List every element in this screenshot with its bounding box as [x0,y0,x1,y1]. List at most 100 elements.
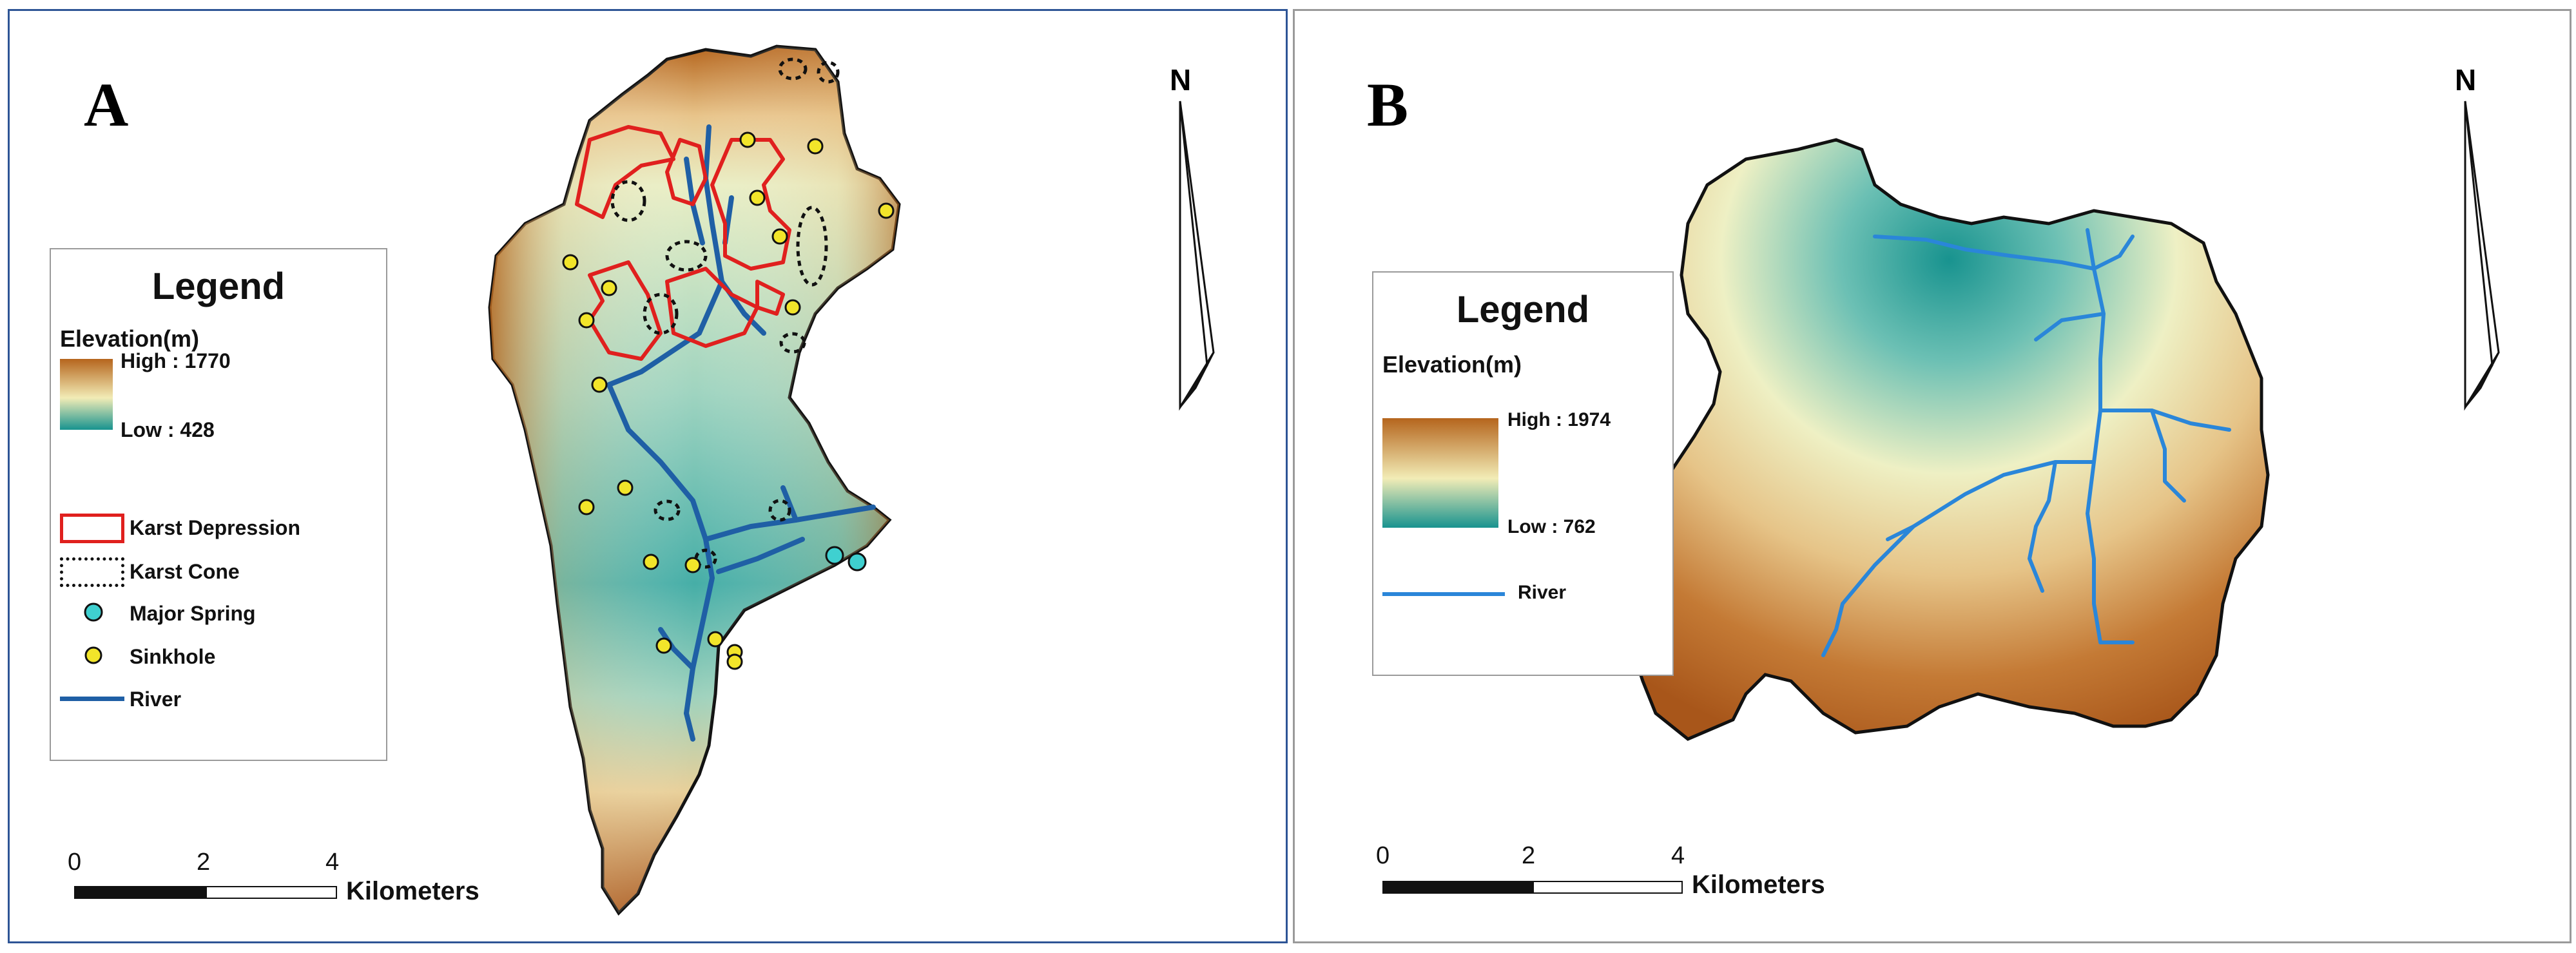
elevation-color-ramp [1382,418,1498,528]
scale-tick-4: 4 [1671,842,1685,869]
sinkhole-point [655,637,672,654]
sinkhole-point [739,131,756,148]
scale-bar-b: 0 2 4 Kilometers [1376,842,1866,919]
river-s-a [684,711,695,742]
river-ne-b [2034,312,2106,342]
scale-unit-label: Kilometers [1692,871,1825,899]
river-swatch [60,697,124,701]
sinkhole-point [749,189,766,206]
sinkhole-point [807,138,824,155]
scale-tick-0: 0 [68,849,82,876]
river-east-a [780,485,799,523]
elevation-high-label: High : 1974 [1507,409,1611,430]
sinkhole-point [707,631,724,648]
karst-cone [610,180,646,222]
legend-item-karst-depression: Karst Depression [130,516,300,539]
legend-title: Legend [1456,289,1590,331]
scale-bar-track [1382,881,1683,894]
elevation-title: Elevation(m) [60,325,200,352]
karst-depressions [575,125,791,361]
major-springs [825,546,867,572]
sinkhole-point [562,254,579,271]
panel-label-b: B [1367,70,1409,139]
karst-depression-polygon [575,125,675,219]
karst-cone [768,499,791,522]
river-east-b [2098,409,2231,432]
sinkhole-point [591,376,608,393]
river-main-b [2086,228,2106,644]
scale-bar-fill [75,887,207,898]
sinkholes [562,131,895,670]
legend-b: Legend Elevation(m) High : 1974 Low : 76… [1372,271,1674,676]
scale-unit-label: Kilometers [346,877,479,905]
river-east-b [2150,409,2186,503]
map-panel-b: B [1293,9,2571,943]
watershed-a [488,44,901,916]
north-arrow-icon [1179,101,1215,411]
north-arrow-icon [2464,101,2500,411]
legend-title: Legend [151,265,286,307]
elevation-title: Elevation(m) [1382,351,1522,378]
elevation-color-ramp [60,359,113,430]
river-north-b [2092,235,2135,271]
elevation-low-label: Low : 762 [1507,516,1596,537]
karst-depression-polygon [755,280,785,316]
sinkhole-point [578,312,595,329]
sinkhole-point [878,202,895,219]
elevation-high-label: High : 1770 [121,349,231,372]
karst-cone [778,57,808,81]
river-sw-a [658,627,695,671]
river-far-w-b [1821,602,1845,657]
legend-item-sinkhole: Sinkhole [130,645,216,668]
sinkhole-point [771,228,788,245]
legend-item-river: River [130,688,182,711]
sinkhole-point [784,299,801,316]
sinkhole-point [578,499,595,515]
karst-cone [779,332,806,354]
river-east2-a [716,537,805,574]
sinkhole-point [643,554,659,570]
legend-a: Legend Elevation(m) High : 1770 Low : 42… [50,248,387,761]
rivers-b [1821,228,2231,657]
river-west-b [1886,525,1915,541]
major-spring-swatch [84,602,103,622]
karst-depression-polygon [710,138,791,271]
karst-cone-swatch [60,557,124,587]
sinkhole-point [601,280,617,296]
scale-tick-2: 2 [197,849,211,876]
karst-depression-polygon [665,138,708,206]
legend-item-major-spring: Major Spring [130,602,256,625]
river-sw-b [2028,460,2057,593]
scale-bar-track [74,886,337,899]
legend-item-karst-cone: Karst Cone [130,560,240,583]
karst-depression-polygon [588,260,663,361]
karst-cone [796,206,828,287]
river-north-b [1873,235,2096,271]
sinkhole-point [617,479,634,496]
karst-cone [694,548,717,569]
karst-cone [643,293,679,335]
major-spring-point [847,552,867,572]
rivers-a [606,124,876,742]
scale-tick-2: 2 [1522,842,1536,869]
elevation-low-label: Low : 428 [121,418,215,441]
karst-cone [654,499,681,521]
scale-bar-fill [1384,882,1534,892]
karst-cone [665,240,708,272]
karst-cones [610,57,840,569]
scale-bar-a: 0 2 4 Kilometers [68,849,519,926]
sinkhole-point [726,653,743,670]
north-label: N [2455,63,2477,97]
watershed-b [1628,138,2270,741]
map-panel-a: A [8,9,1288,943]
sinkhole-swatch [84,646,102,664]
watershed-map-a [488,44,901,916]
river-swatch [1382,592,1505,596]
major-spring-point [825,546,844,565]
legend-item-river: River [1518,582,1567,603]
north-arrow-b: N [2455,63,2532,423]
scale-tick-0: 0 [1376,842,1390,869]
north-label: N [1170,63,1192,97]
north-arrow-a: N [1170,63,1247,423]
karst-depression-swatch [60,514,124,543]
